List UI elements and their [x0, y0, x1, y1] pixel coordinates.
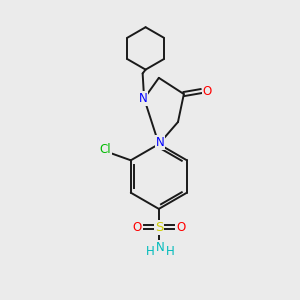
Text: O: O: [132, 220, 142, 234]
Text: Cl: Cl: [99, 143, 111, 156]
Text: O: O: [176, 220, 185, 234]
Text: S: S: [154, 220, 163, 234]
Text: H: H: [166, 245, 175, 258]
Text: N: N: [156, 241, 165, 254]
Text: N: N: [156, 136, 164, 149]
Text: O: O: [203, 85, 212, 98]
Text: H: H: [146, 245, 154, 258]
Text: N: N: [139, 92, 147, 105]
